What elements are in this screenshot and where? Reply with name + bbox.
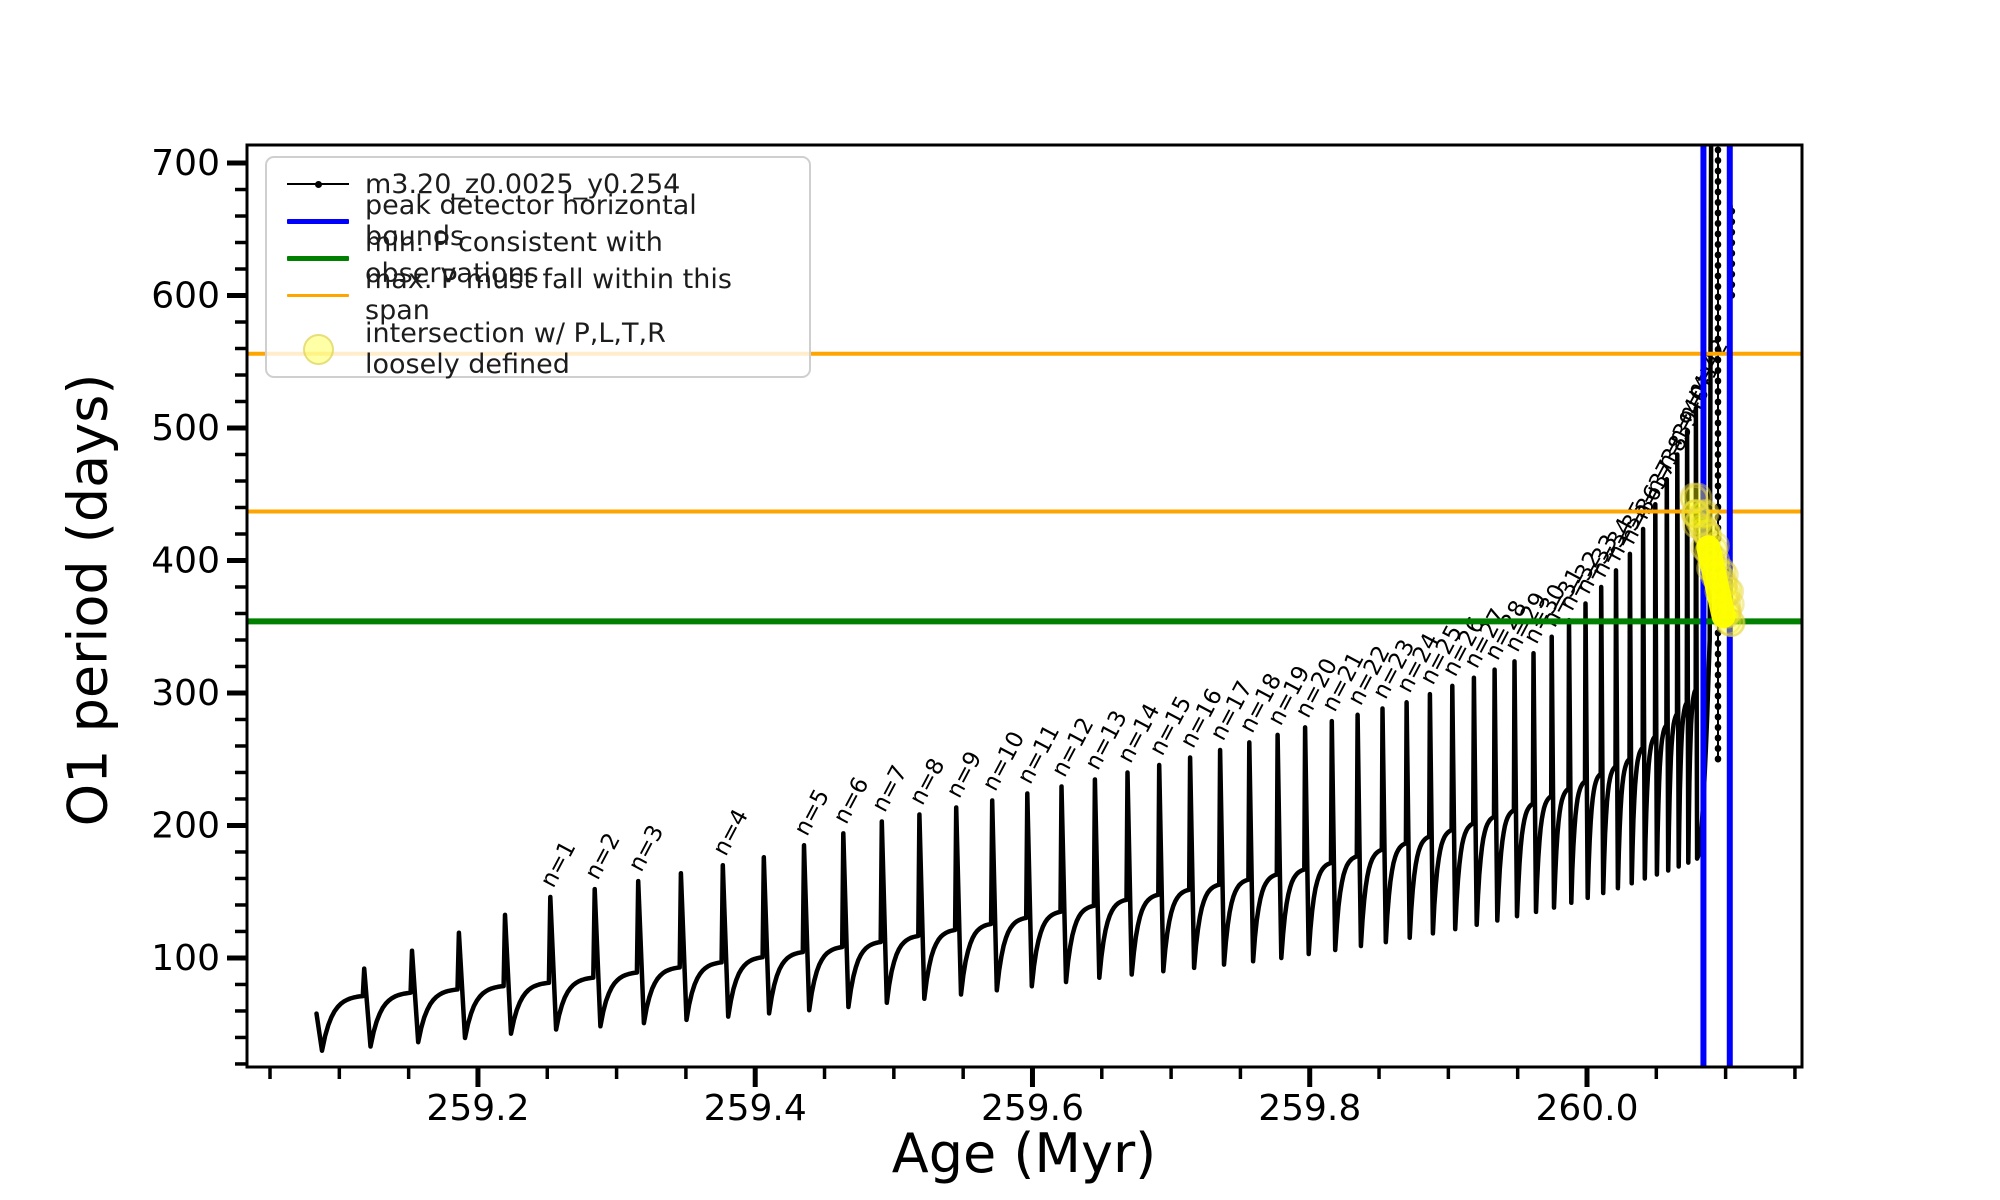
y-tick-label: 100 (151, 938, 220, 979)
intersection-marker (1680, 485, 1709, 514)
spike-label-n3: n=3 (624, 821, 670, 876)
intersection-marker (1681, 498, 1711, 528)
legend-label: m3.20_z0.0025_y0.254 (365, 168, 681, 200)
intersection-core-streak (1696, 535, 1736, 629)
intersection-marker (1680, 499, 1710, 529)
legend-entry-intersection: intersection w/ P,L,T,R loosely defined (287, 316, 799, 382)
spike-label-n9: n=9 (942, 747, 988, 802)
legend-entry-peak-bounds: peak detector horizontal bounds (287, 190, 799, 252)
legend-label: intersection w/ P,L,T,R loosely defined (365, 318, 666, 380)
x-tick-label: 259.2 (426, 1088, 529, 1129)
spike-label-n1: n=1 (536, 837, 582, 892)
legend-yellow-circle-swatch (287, 333, 349, 365)
axes-frame (245, 143, 1804, 1069)
intersection-marker (1683, 482, 1713, 512)
spike-label-n7: n=7 (867, 761, 913, 816)
legend-label: min. P consistent with observations (365, 227, 663, 289)
y-axis-title: O1 period (days) (56, 373, 120, 827)
legend-entry-track: m3.20_z0.0025_y0.254 (287, 168, 799, 200)
intersection-marker (1691, 499, 1720, 528)
y-tick-label: 300 (151, 673, 220, 714)
legend-green-line-swatch (287, 243, 349, 273)
intersection-marker (1689, 500, 1718, 529)
x-tick-label: 259.6 (981, 1088, 1084, 1129)
x-tick-label: 259.4 (704, 1088, 807, 1129)
y-tick-label: 200 (151, 805, 220, 846)
spike-label-n2: n=2 (580, 829, 626, 884)
legend-box: m3.20_z0.0025_y0.254 peak detector horiz… (265, 156, 811, 380)
y-tick-label: 400 (151, 540, 220, 581)
x-axis-title: Age (Myr) (891, 1122, 1157, 1185)
y-tick-label: 500 (151, 408, 220, 449)
intersection-marker (1682, 510, 1711, 540)
pulse-track-series (314, 143, 1714, 1053)
legend-line-marker-swatch (287, 169, 349, 199)
spike-label-n5: n=5 (789, 785, 835, 840)
y-tick-label: 700 (151, 143, 220, 184)
intersection-marker (1685, 506, 1714, 536)
y-tick-label: 600 (151, 276, 220, 317)
spike-label-n4: n=4 (708, 805, 754, 860)
legend-entry-max-p: max. P must fall within this span (287, 264, 799, 326)
spike-label-n6: n=6 (829, 773, 875, 828)
intersection-marker (1679, 482, 1709, 512)
legend-orange-line-swatch (287, 280, 349, 310)
intersection-marker (1681, 499, 1710, 529)
legend-entry-min-p: min. P consistent with observations (287, 227, 799, 289)
spike-label-n42: n=42 (1681, 335, 1734, 403)
spike-label-n8: n=8 (905, 754, 951, 809)
legend-blue-line-swatch (287, 206, 349, 236)
legend-label: max. P must fall within this span (365, 264, 732, 326)
x-tick-label: 260.0 (1535, 1088, 1638, 1129)
legend-label: peak detector horizontal bounds (365, 190, 697, 252)
x-tick-label: 259.8 (1258, 1088, 1361, 1129)
